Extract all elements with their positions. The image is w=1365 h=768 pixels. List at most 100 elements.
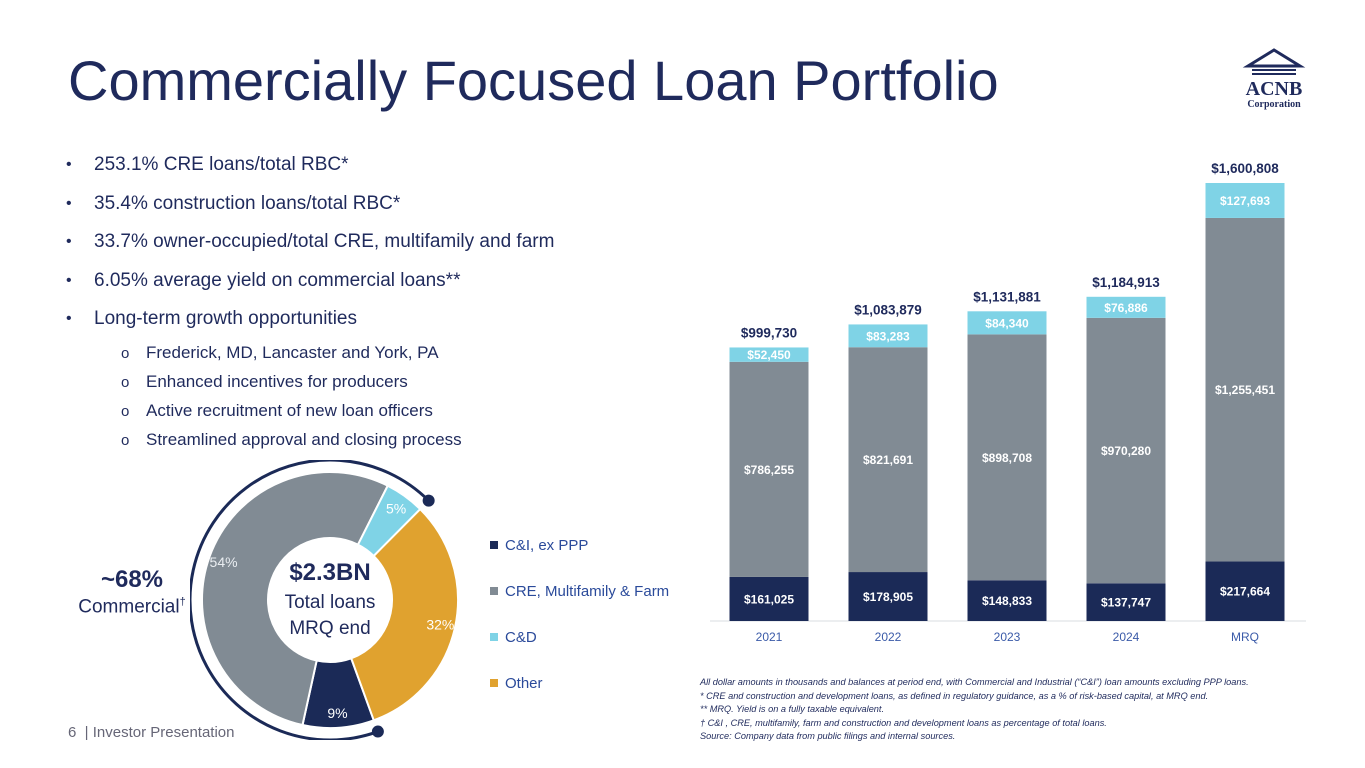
bar-data-label: $161,025 bbox=[744, 592, 794, 606]
footnote-line: * CRE and construction and development l… bbox=[700, 690, 1209, 701]
bar-segment bbox=[967, 334, 1047, 581]
bar-data-label: $83,283 bbox=[866, 329, 910, 343]
legend-swatch bbox=[490, 587, 498, 595]
bullet-list: • 253.1% CRE loans/total RBC* • 35.4% const… bbox=[66, 146, 686, 455]
bar-segment bbox=[848, 324, 928, 348]
bar-data-label: $76,886 bbox=[1104, 301, 1148, 315]
bar-data-label: $137,747 bbox=[1101, 596, 1151, 610]
bullet-text: Long-term growth opportunities bbox=[94, 308, 357, 330]
donut-slice-label: 9% bbox=[327, 705, 347, 721]
bullet-item: • 33.7% owner-occupied/total CRE, multifa… bbox=[66, 223, 686, 262]
bar-total-label: $999,730 bbox=[741, 325, 797, 340]
bar-segment bbox=[1086, 583, 1166, 621]
x-tick-label: 2023 bbox=[994, 630, 1021, 644]
sub-bullet-item: o Streamlined approval and closing proces… bbox=[66, 426, 686, 455]
commercial-label: Commercial† bbox=[70, 596, 194, 618]
bullet-text: 33.7% owner-occupied/total CRE, multifam… bbox=[94, 231, 555, 253]
x-tick-label: MRQ bbox=[1231, 630, 1259, 644]
bar-segment bbox=[729, 361, 809, 577]
bullet-item: • 253.1% CRE loans/total RBC* bbox=[66, 146, 686, 185]
bullet-marker: • bbox=[66, 310, 72, 328]
commercial-arc-end bbox=[422, 494, 435, 507]
bar-data-label: $217,664 bbox=[1220, 585, 1270, 599]
bar-data-label: $786,255 bbox=[744, 463, 794, 477]
sub-bullet-item: o Frederick, MD, Lancaster and York, PA bbox=[66, 339, 686, 368]
bullet-item: • 6.05% average yield on commercial loans… bbox=[66, 262, 686, 301]
donut-chart: 9% 54% 5% 32% $2.3BN Total loans MRQ end bbox=[190, 460, 459, 740]
footnote-line: All dollar amounts in thousands and bala… bbox=[700, 677, 1249, 687]
bullet-marker: • bbox=[66, 271, 72, 289]
bullet-marker: o bbox=[121, 402, 130, 420]
legend-item: C&D bbox=[490, 614, 669, 660]
donut-legend: C&I, ex PPP CRE, Multifamily & Farm C&D Oth… bbox=[490, 522, 669, 706]
donut-slice bbox=[349, 507, 459, 722]
legend-item: C&I, ex PPP bbox=[490, 522, 669, 568]
bar-segment bbox=[848, 347, 928, 573]
donut-slice-label: 32% bbox=[426, 616, 454, 632]
bar-data-label: $148,833 bbox=[982, 594, 1032, 608]
commercial-percent: ~68% bbox=[100, 566, 164, 593]
bar-segment bbox=[1086, 296, 1166, 318]
x-tick-label: 2021 bbox=[756, 630, 783, 644]
commercial-arc-end bbox=[371, 725, 384, 738]
acnb-logo: ACNB Corporation bbox=[1242, 48, 1306, 110]
x-tick-label: 2024 bbox=[1113, 630, 1140, 644]
bar-total-label: $1,083,879 bbox=[854, 302, 922, 317]
bar-segment bbox=[848, 572, 928, 621]
commercial-label-text: Commercial bbox=[78, 596, 180, 618]
page-title: Commercially Focused Loan Portfolio bbox=[68, 49, 999, 112]
legend-item: CRE, Multifamily & Farm bbox=[490, 568, 669, 614]
bullet-text: Enhanced incentives for producers bbox=[146, 372, 408, 391]
bar-data-label: $84,340 bbox=[985, 316, 1029, 330]
bar-data-label: $898,708 bbox=[982, 451, 1032, 465]
bullet-item: • Long-term growth opportunities bbox=[66, 300, 686, 339]
legend-item: Other bbox=[490, 660, 669, 706]
bullet-marker: o bbox=[121, 431, 130, 449]
bullet-text: Streamlined approval and closing process bbox=[146, 430, 462, 449]
bullet-marker: o bbox=[121, 373, 130, 391]
bar-data-label: $127,693 bbox=[1220, 194, 1270, 208]
bar-data-label: $178,905 bbox=[863, 590, 913, 604]
bar-segment bbox=[1086, 317, 1166, 584]
bullet-text: 35.4% construction loans/total RBC* bbox=[94, 192, 401, 214]
bar-segment bbox=[1205, 217, 1285, 562]
stacked-bar-chart: $161,025 $786,255 $52,450 $999,730 2021 $178,… bbox=[710, 161, 1306, 644]
legend-swatch bbox=[490, 633, 498, 641]
bar-data-label: $821,691 bbox=[863, 453, 913, 467]
bar-segment bbox=[729, 576, 809, 621]
footnote-line: † C&I , CRE, multifamily, farm and const… bbox=[700, 717, 1107, 728]
bullet-text: 253.1% CRE loans/total RBC* bbox=[94, 154, 349, 176]
donut-center-line2: MRQ end bbox=[289, 618, 370, 639]
bar-segment bbox=[967, 311, 1047, 335]
commercial-mark: † bbox=[179, 596, 186, 608]
bar-data-label: $52,450 bbox=[747, 348, 791, 362]
x-tick-label: 2022 bbox=[875, 630, 902, 644]
logo-name: ACNB bbox=[1246, 78, 1303, 100]
logo-sub: Corporation bbox=[1247, 99, 1301, 110]
footnotes: All dollar amounts in thousands and bala… bbox=[700, 676, 1340, 744]
sub-bullet-item: o Active recruitment of new loan officers bbox=[66, 397, 686, 426]
bullet-text: 6.05% average yield on commercial loans*… bbox=[94, 269, 461, 291]
bar-data-label: $1,255,451 bbox=[1215, 383, 1275, 397]
bar-segment bbox=[729, 347, 809, 362]
legend-swatch bbox=[490, 679, 498, 687]
legend-swatch bbox=[490, 541, 498, 549]
sub-bullet-item: o Enhanced incentives for producers bbox=[66, 368, 686, 397]
footnote-line: Source: Company data from public filings… bbox=[700, 731, 956, 742]
bar-total-label: $1,184,913 bbox=[1092, 275, 1160, 290]
bar-total-label: $1,131,881 bbox=[973, 289, 1041, 304]
bullet-text: Active recruitment of new loan officers bbox=[146, 401, 433, 420]
legend-label: C&D bbox=[505, 628, 537, 646]
donut-center-line1: Total loans bbox=[285, 592, 376, 613]
donut-center-value: $2.3BN bbox=[289, 559, 370, 586]
bar-data-label: $970,280 bbox=[1101, 444, 1151, 458]
bullet-marker: • bbox=[66, 194, 72, 212]
commercial-arc bbox=[190, 460, 430, 740]
bullet-item: • 35.4% construction loans/total RBC* bbox=[66, 185, 686, 224]
donut-slice-label: 54% bbox=[210, 554, 238, 570]
donut-slice-label: 5% bbox=[386, 500, 406, 516]
legend-label: CRE, Multifamily & Farm bbox=[505, 582, 670, 600]
legend-label: C&I, ex PPP bbox=[505, 536, 589, 554]
page-footer: 6 | Investor Presentation bbox=[68, 724, 235, 741]
bar-segment bbox=[1205, 183, 1285, 218]
